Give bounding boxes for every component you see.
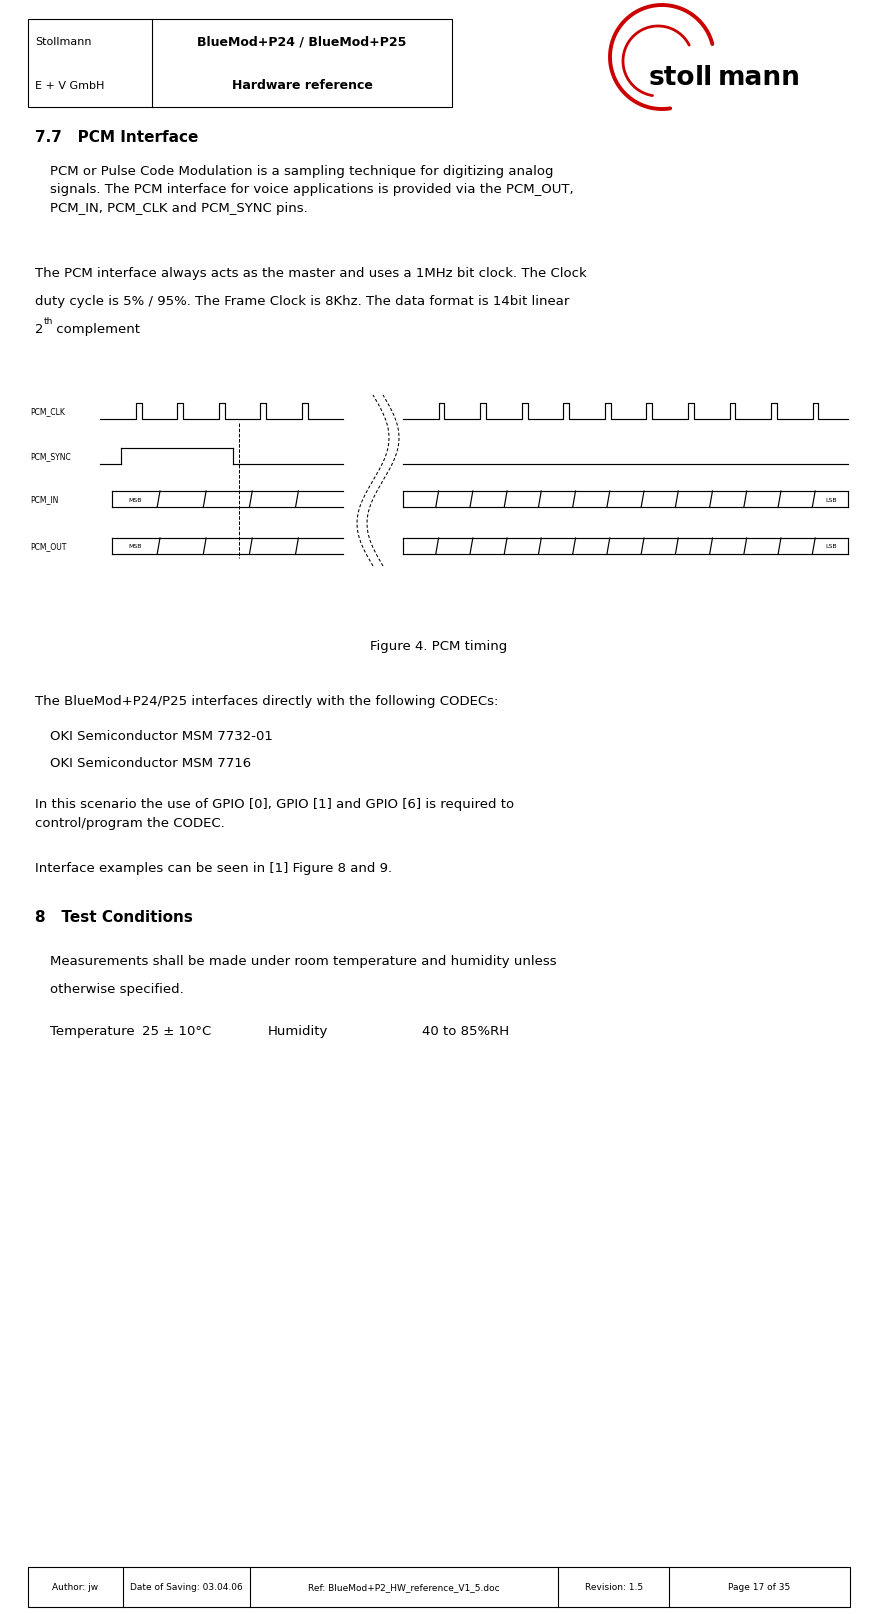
Text: Figure 4. PCM timing: Figure 4. PCM timing [370,639,507,652]
Text: PCM_SYNC: PCM_SYNC [30,452,71,462]
Text: complement: complement [53,323,140,336]
Text: PCM_CLK: PCM_CLK [30,407,65,416]
Text: sto: sto [648,65,695,90]
Text: PCM_OUT: PCM_OUT [30,542,67,550]
Text: MSB: MSB [129,544,142,549]
Text: Ref: BlueMod+P2_HW_reference_V1_5.doc: Ref: BlueMod+P2_HW_reference_V1_5.doc [308,1582,500,1591]
Text: Measurements shall be made under room temperature and humidity unless: Measurements shall be made under room te… [50,954,557,967]
Bar [28,19,452,108]
Text: PCM or Pulse Code Modulation is a sampling technique for digitizing analog
signa: PCM or Pulse Code Modulation is a sampli… [50,165,574,215]
Bar [28,1567,850,1608]
Text: OKI Semiconductor MSM 7716: OKI Semiconductor MSM 7716 [50,757,251,770]
Text: 2: 2 [35,323,44,336]
Text: Page 17 of 35: Page 17 of 35 [729,1582,791,1591]
Text: Hardware reference: Hardware reference [232,79,373,92]
Text: Revision: 1.5: Revision: 1.5 [585,1582,643,1591]
Text: otherwise specified.: otherwise specified. [50,983,184,996]
Text: E + V GmbH: E + V GmbH [35,81,104,90]
Text: LSB: LSB [825,497,837,502]
Text: LSB: LSB [825,544,837,549]
Text: Humidity: Humidity [268,1025,328,1038]
Text: PCM_IN: PCM_IN [30,495,59,504]
Text: The PCM interface always acts as the master and uses a 1MHz bit clock. The Clock: The PCM interface always acts as the mas… [35,266,587,279]
Text: 7.7   PCM Interface: 7.7 PCM Interface [35,129,198,145]
Text: 25 ± 10°C: 25 ± 10°C [142,1025,211,1038]
Text: ll: ll [695,65,713,90]
Text: 8   Test Conditions: 8 Test Conditions [35,909,193,925]
Text: Stollmann: Stollmann [35,37,91,47]
Text: BlueMod+P24 / BlueMod+P25: BlueMod+P24 / BlueMod+P25 [197,36,407,48]
Text: MSB: MSB [129,497,142,502]
Text: Interface examples can be seen in [1] Figure 8 and 9.: Interface examples can be seen in [1] Fi… [35,862,392,875]
Text: Date of Saving: 03.04.06: Date of Saving: 03.04.06 [130,1582,243,1591]
Text: th: th [44,318,53,326]
Text: In this scenario the use of GPIO [0], GPIO [1] and GPIO [6] is required to
contr: In this scenario the use of GPIO [0], GP… [35,797,514,830]
Text: Author: jw: Author: jw [53,1582,98,1591]
Text: OKI Semiconductor MSM 7732-01: OKI Semiconductor MSM 7732-01 [50,730,273,742]
Text: duty cycle is 5% / 95%. The Frame Clock is 8Khz. The data format is 14bit linear: duty cycle is 5% / 95%. The Frame Clock … [35,295,569,308]
Text: The BlueMod+P24/P25 interfaces directly with the following CODECs:: The BlueMod+P24/P25 interfaces directly … [35,694,498,707]
Text: mann: mann [718,65,801,90]
Text: 40 to 85%RH: 40 to 85%RH [422,1025,510,1038]
Text: Temperature: Temperature [50,1025,135,1038]
